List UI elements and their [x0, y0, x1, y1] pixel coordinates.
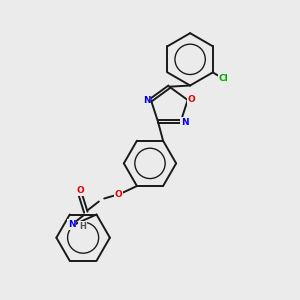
Text: O: O — [188, 95, 195, 104]
Text: N: N — [181, 118, 189, 127]
Text: O: O — [76, 186, 84, 195]
Text: O: O — [115, 190, 122, 199]
Text: H: H — [79, 222, 86, 231]
Text: N: N — [68, 220, 75, 229]
Text: N: N — [143, 95, 150, 104]
Text: Cl: Cl — [219, 74, 229, 83]
